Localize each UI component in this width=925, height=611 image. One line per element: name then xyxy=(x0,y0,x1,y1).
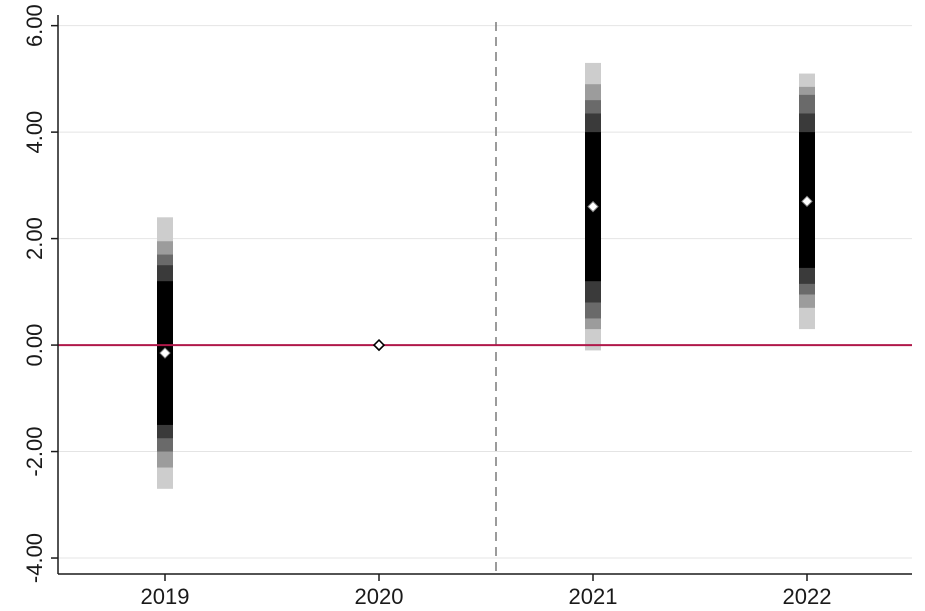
x-tick-label: 2019 xyxy=(141,584,190,609)
point-estimate-2019 xyxy=(159,347,171,359)
gridlines xyxy=(58,25,912,559)
tick-labels: -4.00 -2.00 0.00 2.00 4.00 6.00 2019 2020 2021 20… xyxy=(22,4,831,609)
y-tick-label: 2.00 xyxy=(22,217,47,260)
y-tick-label: -2.00 xyxy=(22,426,47,476)
x-tick-label: 2020 xyxy=(355,584,404,609)
y-tick-label: -4.00 xyxy=(22,533,47,583)
point-estimate-2020 xyxy=(372,338,386,352)
confidence-bands xyxy=(157,62,815,489)
axes xyxy=(51,15,912,581)
y-tick-label: 6.00 xyxy=(22,4,47,47)
point-estimate-2021 xyxy=(587,200,599,213)
point-estimate-2022 xyxy=(801,195,813,208)
x-tick-label: 2021 xyxy=(569,584,618,609)
y-tick-label: 4.00 xyxy=(22,111,47,154)
point-estimates xyxy=(159,195,813,359)
x-tick-label: 2022 xyxy=(783,584,832,609)
y-tick-label: 0.00 xyxy=(22,324,47,367)
reference-lines xyxy=(58,22,912,574)
